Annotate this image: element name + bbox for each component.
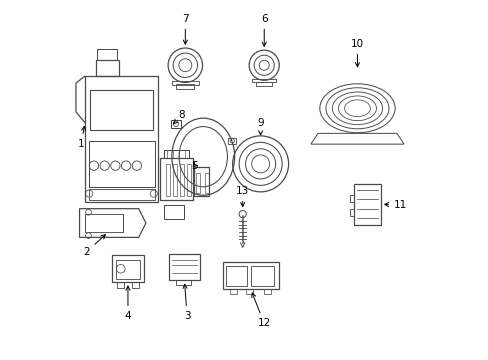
Bar: [225, 266, 246, 286]
Text: 1: 1: [78, 126, 85, 149]
Bar: [163, 149, 188, 158]
Bar: [90, 90, 153, 130]
Bar: [116, 260, 140, 279]
Bar: [180, 164, 184, 196]
Bar: [88, 140, 155, 187]
Bar: [171, 81, 199, 85]
Text: 7: 7: [182, 14, 188, 44]
Text: 10: 10: [350, 39, 363, 67]
Bar: [171, 120, 181, 128]
Bar: [252, 79, 276, 82]
Text: 2: 2: [83, 235, 105, 257]
Text: 5: 5: [191, 161, 197, 171]
Bar: [88, 189, 155, 200]
Bar: [349, 195, 353, 202]
Bar: [97, 49, 117, 60]
Bar: [223, 262, 278, 289]
Bar: [131, 282, 139, 288]
Bar: [163, 205, 183, 220]
Text: 9: 9: [257, 118, 264, 135]
Bar: [96, 60, 119, 76]
Text: 8: 8: [173, 111, 184, 124]
Bar: [160, 158, 192, 200]
Bar: [228, 138, 236, 144]
Bar: [165, 164, 169, 196]
Bar: [264, 289, 270, 294]
Bar: [256, 82, 271, 86]
Bar: [112, 255, 144, 282]
Text: 13: 13: [236, 186, 249, 207]
Text: 4: 4: [124, 286, 131, 321]
Bar: [176, 280, 190, 285]
Bar: [230, 289, 236, 294]
Bar: [349, 210, 353, 216]
Bar: [117, 282, 124, 288]
Bar: [85, 76, 158, 202]
Bar: [194, 167, 208, 196]
Bar: [353, 184, 380, 225]
Bar: [196, 173, 199, 193]
Text: 12: 12: [251, 293, 270, 328]
Bar: [85, 214, 122, 232]
Bar: [169, 253, 199, 280]
Text: 6: 6: [261, 14, 267, 46]
Bar: [187, 164, 191, 196]
Bar: [246, 289, 252, 294]
Bar: [176, 84, 194, 89]
Text: 3: 3: [183, 284, 190, 321]
Bar: [204, 173, 208, 193]
Bar: [250, 266, 274, 286]
Bar: [172, 164, 177, 196]
Text: 11: 11: [384, 200, 407, 210]
